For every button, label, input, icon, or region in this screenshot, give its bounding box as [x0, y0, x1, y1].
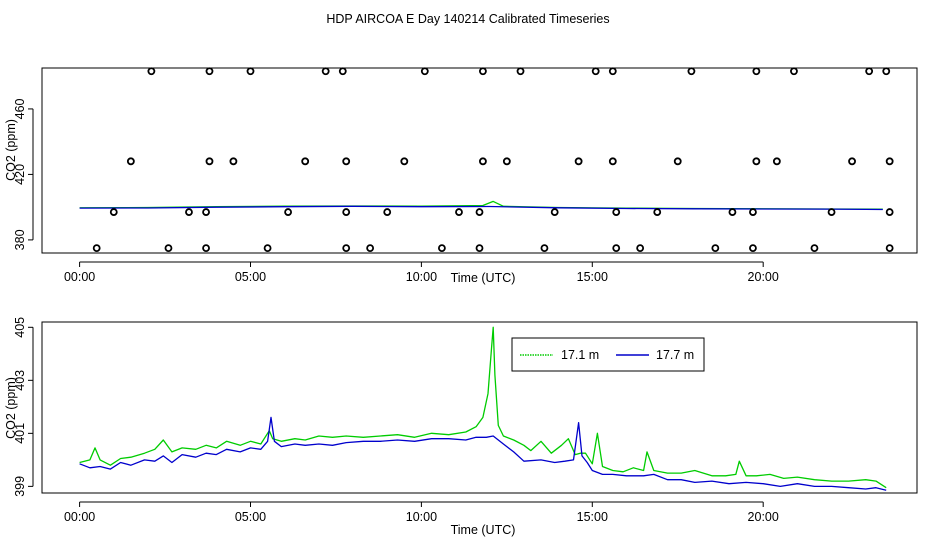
panel-bottom: 00:00 05:00 10:00 15:00 20:00 399 401 403 405 T… [4, 317, 918, 537]
data-point [810, 244, 819, 252]
data-point [420, 67, 429, 76]
x-tick-label-bottom: 00:00 [64, 510, 95, 524]
x-axis-label-top: Time (UTC) [451, 271, 516, 285]
y-axis-label-top: CO2 (ppm) [4, 119, 18, 181]
data-point [164, 244, 173, 252]
data-point [342, 244, 351, 252]
data-point [147, 67, 156, 76]
data-point [205, 157, 214, 166]
data-point [301, 157, 310, 166]
data-point [202, 244, 210, 252]
x-tick-label-top: 05:00 [235, 270, 266, 284]
data-point [92, 244, 101, 252]
plot-frame-top [41, 67, 918, 254]
data-point [342, 157, 351, 166]
data-point [321, 67, 330, 76]
data-point [502, 157, 511, 166]
y-tick-label-bottom: 405 [13, 317, 27, 338]
series-line-bottom-1 [79, 416, 887, 491]
x-axis-label-bottom: Time (UTC) [451, 523, 516, 537]
data-point [749, 208, 757, 216]
data-point [752, 157, 761, 166]
data-point [479, 67, 487, 76]
x-tick-label-top: 10:00 [406, 270, 437, 284]
data-point [126, 157, 135, 166]
data-point [636, 244, 645, 252]
x-axis-top: 00:00 05:00 10:00 15:00 20:00 [64, 261, 779, 284]
y-axis-label-bottom: CO2 (ppm) [4, 377, 18, 439]
data-point [885, 157, 894, 166]
series-layer-top [79, 67, 894, 252]
x-tick-label-top: 20:00 [748, 270, 779, 284]
y-tick-label-top: 380 [13, 229, 27, 250]
data-point [827, 208, 836, 216]
data-point [612, 244, 621, 252]
legend-label-17-1m: 17.1 m [561, 348, 599, 362]
legend-label-17-7m: 17.7 m [656, 348, 694, 362]
x-tick-label-bottom: 20:00 [748, 510, 779, 524]
data-point [455, 208, 463, 216]
data-point [591, 67, 600, 76]
data-point [790, 67, 798, 76]
data-point [772, 157, 781, 166]
data-point [550, 208, 559, 216]
data-point [338, 67, 347, 76]
y-axis-top: 380 420 460 [13, 98, 34, 250]
data-point [574, 157, 583, 166]
data-point [848, 157, 856, 166]
data-point [383, 208, 392, 216]
y-tick-label-top: 460 [13, 98, 27, 119]
legend: 17.1 m 17.7 m [511, 337, 705, 372]
x-tick-label-bottom: 10:00 [406, 510, 437, 524]
data-point [246, 67, 255, 76]
x-tick-label-bottom: 15:00 [577, 510, 608, 524]
data-point [728, 208, 737, 216]
data-point [885, 208, 894, 216]
series-line-top-1 [79, 205, 883, 211]
data-point [475, 208, 484, 216]
y-tick-label-bottom: 403 [13, 370, 27, 391]
y-tick-label-top: 420 [13, 164, 27, 185]
data-point [185, 208, 193, 216]
y-axis-bottom: 399 401 403 405 [13, 317, 34, 497]
plot-frame-bottom [41, 321, 918, 494]
series-line-bottom-0 [79, 326, 887, 489]
data-point [475, 244, 484, 252]
data-point [202, 208, 210, 216]
y-tick-label-bottom: 401 [13, 423, 27, 444]
x-axis-bottom: 00:00 05:00 10:00 15:00 20:00 [64, 501, 779, 524]
data-point [752, 67, 761, 76]
series-layer-bottom [79, 326, 887, 491]
data-point [608, 67, 617, 76]
data-point [608, 157, 617, 166]
data-point [612, 208, 621, 216]
data-point [540, 244, 549, 252]
data-point [711, 244, 720, 252]
x-tick-label-bottom: 05:00 [235, 510, 266, 524]
data-point [366, 244, 375, 252]
data-point [342, 208, 351, 216]
data-point [229, 157, 238, 166]
data-point [885, 244, 894, 252]
data-point [400, 157, 409, 166]
panel-top: 00:00 05:00 10:00 15:00 20:00 380 420 460 Time… [4, 67, 918, 285]
data-point [865, 67, 874, 76]
data-point [109, 208, 118, 216]
data-point [438, 244, 446, 252]
data-point [516, 67, 525, 76]
figure-title: HDP AIRCOA E Day 140214 Calibrated Times… [326, 12, 609, 26]
data-point [653, 208, 662, 216]
x-tick-label-top: 15:00 [577, 270, 608, 284]
data-point [479, 157, 487, 166]
data-point [687, 67, 696, 76]
x-tick-label-top: 00:00 [64, 270, 95, 284]
data-point [284, 208, 292, 216]
data-point [205, 67, 214, 76]
data-point [882, 67, 891, 76]
data-point [749, 244, 757, 252]
data-point [673, 157, 682, 166]
data-point [263, 244, 272, 252]
y-tick-label-bottom: 399 [13, 476, 27, 497]
